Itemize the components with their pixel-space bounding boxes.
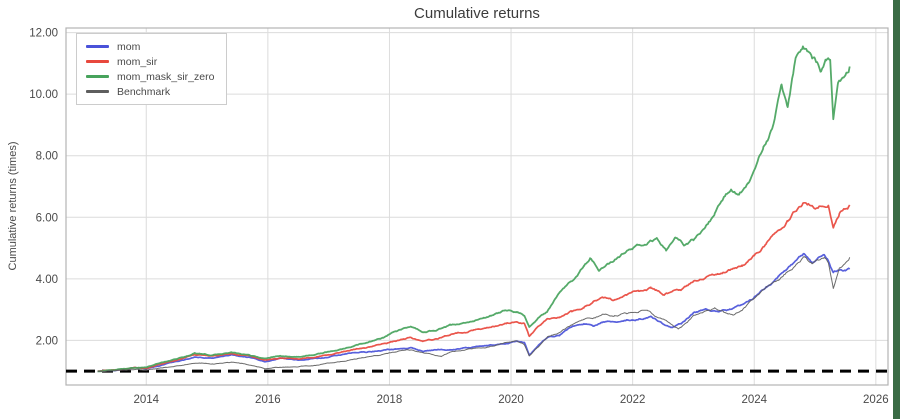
mom-mask-sir-zero-line-swatch (86, 75, 109, 78)
chart-title: Cumulative returns (414, 5, 540, 22)
legend-label-mom-sir: mom_sir (117, 55, 158, 68)
benchmark-line-swatch (86, 90, 109, 93)
y-tick-label: 10.00 (29, 89, 58, 101)
legend-item-benchmark: Benchmark (86, 84, 214, 99)
x-tick-label: 2016 (255, 394, 281, 406)
series-line-Benchmark (97, 256, 851, 372)
mom-line-swatch (86, 45, 109, 48)
legend-item-mom-mask-sir-zero: mom_mask_sir_zero (86, 69, 214, 84)
plot-border (65, 27, 889, 386)
y-tick-label: 6.00 (36, 212, 58, 224)
x-tick-label: 2022 (620, 394, 646, 406)
legend-label-mom-mask-sir-zero: mom_mask_sir_zero (117, 70, 215, 83)
legend: mom mom_sir mom_mask_sir_zero Benchmark (76, 33, 228, 105)
y-tick-label: 8.00 (36, 151, 58, 163)
x-tick-label: 2020 (498, 394, 524, 406)
series-line-mom (97, 252, 851, 373)
x-tick-label: 2026 (863, 394, 889, 406)
legend-label-mom: mom (117, 40, 141, 53)
y-tick-label: 2.00 (36, 335, 58, 347)
y-tick-label: 12.00 (29, 28, 58, 40)
x-tick-label: 2014 (133, 394, 159, 406)
x-tick-label: 2024 (741, 394, 767, 406)
window-edge-strip (893, 0, 900, 419)
series-line-mom_mask_sir_zero (97, 45, 851, 373)
mom-sir-line-swatch (86, 60, 109, 63)
y-tick-label: 4.00 (36, 274, 58, 286)
series-line-mom_sir (97, 201, 851, 373)
legend-label-benchmark: Benchmark (117, 85, 171, 98)
legend-item-mom: mom (86, 39, 214, 54)
x-tick-label: 2018 (377, 394, 403, 406)
legend-item-mom-sir: mom_sir (86, 54, 214, 69)
